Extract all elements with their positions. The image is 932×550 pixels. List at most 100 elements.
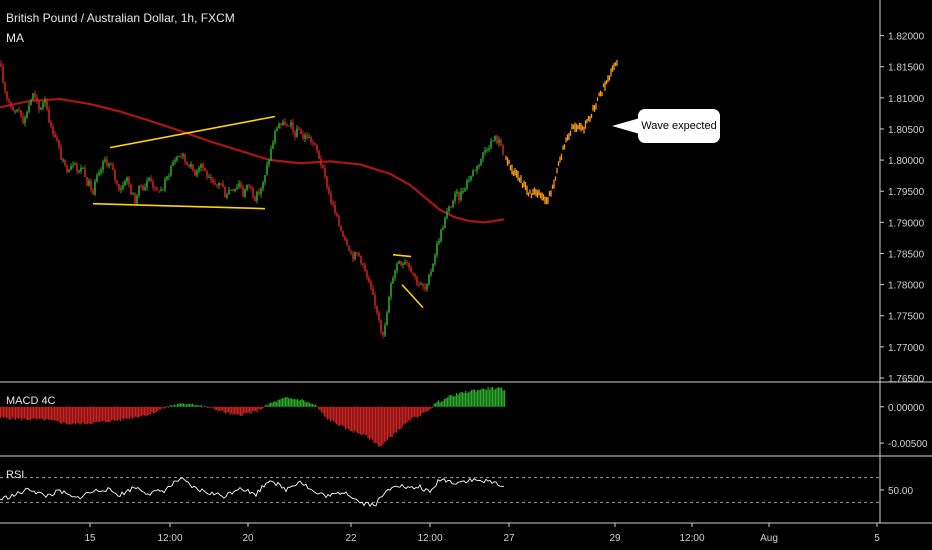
candle-body [266, 164, 268, 176]
candle-body [484, 150, 486, 153]
time-tick-label: 20 [242, 533, 254, 544]
macd-bar [136, 406, 138, 418]
macd-bar [208, 406, 210, 409]
candle-body [134, 193, 136, 204]
macd-bar [102, 406, 104, 422]
macd-bar [132, 406, 134, 419]
macd-bar [459, 393, 461, 407]
candle-body [358, 252, 360, 256]
macd-bar [144, 406, 146, 416]
macd-bar [214, 406, 216, 411]
macd-bar [99, 406, 101, 423]
macd-bar [504, 390, 506, 407]
candle-body [380, 319, 382, 332]
ma-indicator-label[interactable]: MA [6, 31, 24, 45]
candle-body [286, 125, 288, 127]
macd-bar [67, 406, 69, 425]
candle-body [428, 274, 430, 284]
candle-body [30, 99, 32, 105]
macd-bar [114, 406, 116, 421]
macd-bar [390, 406, 392, 437]
macd-bar [418, 406, 420, 417]
candle-body [192, 164, 194, 171]
candle-body [84, 167, 86, 178]
candle-body [312, 142, 314, 144]
macd-bar [228, 406, 230, 413]
macd-bar [321, 406, 323, 413]
candle-body [88, 180, 90, 186]
macd-bar [169, 405, 171, 407]
candle-body [452, 201, 454, 207]
candle-body [474, 170, 476, 172]
candle-body [386, 312, 388, 326]
macd-bar [357, 406, 359, 434]
macd-bar [123, 406, 125, 421]
macd-bar [345, 406, 347, 430]
candle-body [56, 137, 58, 141]
candle-body [160, 189, 162, 191]
macd-bar [324, 406, 326, 417]
candle-body [390, 283, 392, 297]
candle-body [436, 243, 438, 256]
candle-body [32, 93, 34, 100]
macd-bar [450, 395, 452, 407]
macd-bar [147, 406, 149, 415]
price-tick-label: 1.81000 [888, 94, 925, 105]
macd-label[interactable]: MACD 4C [6, 395, 56, 407]
macd-bar [69, 406, 71, 425]
candle-body [82, 167, 84, 169]
macd-bar [462, 392, 464, 407]
candle-body [180, 156, 182, 158]
macd-bar [103, 406, 105, 421]
candle-body [76, 163, 78, 172]
candle-body [416, 276, 418, 285]
candle-body [494, 135, 496, 141]
macd-bar [312, 403, 314, 407]
candle-body [314, 143, 316, 146]
candle-body [164, 179, 166, 190]
macd-bar [291, 398, 293, 407]
candle-body [394, 270, 396, 278]
price-tick-label: 1.80000 [888, 156, 925, 167]
macd-bar [333, 406, 335, 422]
macd-bar [397, 406, 399, 429]
macd-bar [57, 406, 59, 422]
candle-body [114, 170, 116, 181]
candle-body [198, 167, 200, 171]
candle-body [322, 164, 324, 169]
macd-bar [48, 406, 50, 420]
macd-bar [292, 399, 294, 407]
macd-bar [120, 406, 122, 422]
macd-bar [274, 400, 276, 407]
macd-bar [400, 406, 402, 429]
candle-body [128, 177, 130, 185]
macd-bar [318, 406, 320, 410]
macd-bar [297, 398, 299, 407]
candle-body [140, 185, 142, 187]
macd-bar [316, 406, 318, 408]
candle-body [202, 163, 204, 168]
candle-body [262, 182, 264, 189]
macd-bar [298, 400, 300, 407]
rsi-label[interactable]: RSI [6, 469, 25, 481]
ma-line [0, 97, 505, 224]
macd-bar [219, 406, 221, 411]
macd-bar [424, 406, 426, 412]
candle-body [264, 175, 266, 183]
candle-body [348, 245, 350, 251]
candle-body [54, 134, 56, 138]
macd-bar [391, 406, 393, 438]
macd-bar [376, 406, 378, 444]
candle-body [432, 263, 434, 272]
macd-bar [40, 406, 42, 419]
candle-body [58, 140, 60, 148]
candle-body [200, 163, 202, 168]
candle-body [302, 134, 304, 139]
macd-bar [148, 406, 150, 416]
macd-bar [193, 405, 195, 407]
candle-body [186, 161, 188, 165]
macd-bar [304, 401, 306, 407]
macd-bar [54, 406, 56, 421]
